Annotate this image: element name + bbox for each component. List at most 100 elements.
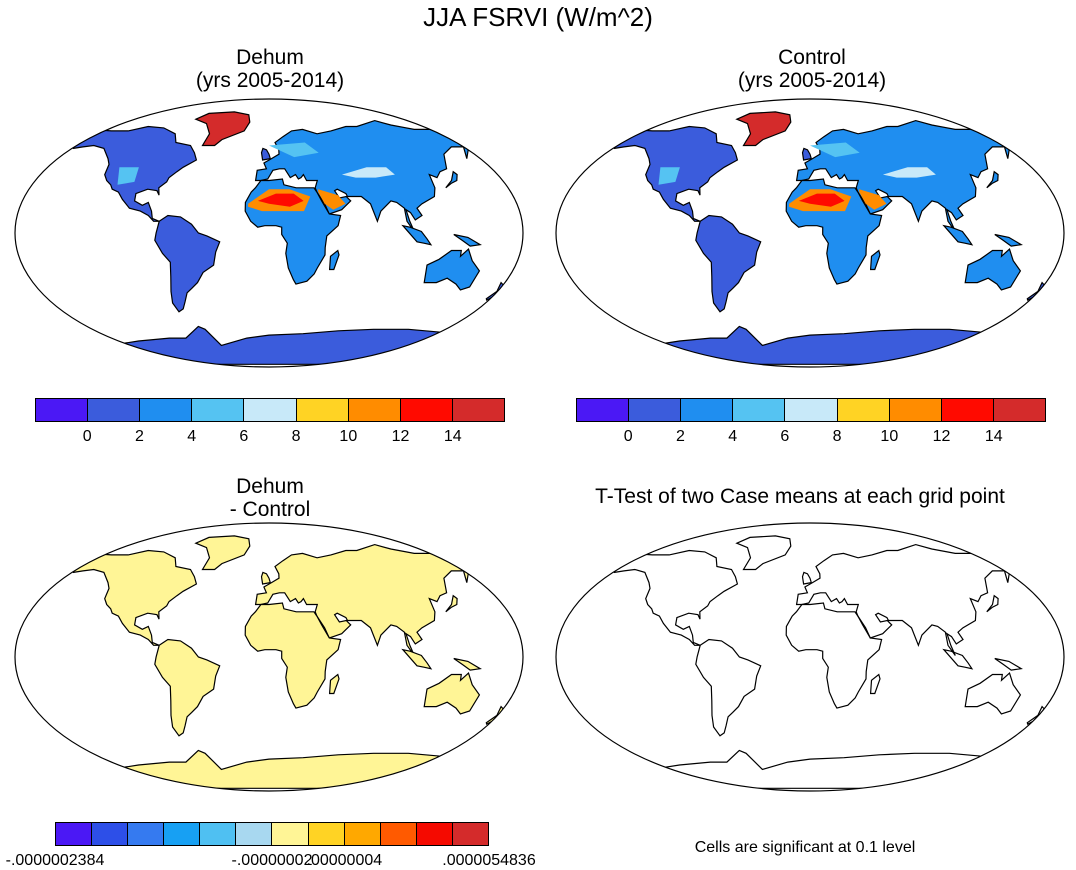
- landmass-britain: [260, 571, 272, 585]
- colorbar-swatch: [164, 823, 201, 845]
- landmass-australia: [964, 672, 1022, 715]
- colorbar-tick-label: 2: [675, 428, 685, 445]
- landmass-indonesia: [942, 224, 974, 246]
- colorbar-tick-label: 14: [984, 428, 1003, 445]
- field-overlay: [658, 142, 936, 212]
- colorbar-swatch: [308, 823, 345, 845]
- landmass-southAmerica: [695, 214, 762, 313]
- colorbar-swatch: [272, 823, 309, 845]
- landmass-indonesia: [401, 648, 433, 670]
- colorbar-swatch: [681, 399, 734, 421]
- colorbar-tick-label: 8: [291, 428, 301, 445]
- landmass-britain: [801, 147, 813, 161]
- colorbar-tick-label: 2: [134, 428, 144, 445]
- colorbar-swatch: [380, 823, 417, 845]
- map-dehum: [14, 98, 524, 368]
- colorbar-swatch: [941, 399, 994, 421]
- landmass-newGuinea: [994, 233, 1023, 247]
- colorbar-tick-label: .00000004: [306, 852, 383, 869]
- colorbar-control: [576, 398, 1046, 422]
- map-control: [555, 98, 1065, 368]
- landmass-antarctica: [615, 325, 1006, 365]
- map-border: [14, 522, 524, 792]
- landmass-britain: [260, 147, 272, 161]
- panel-title-control: Control (yrs 2005-2014): [662, 46, 962, 92]
- colorbar-tick-label: 0: [82, 428, 92, 445]
- field-anomaly-region: [318, 189, 346, 210]
- colorbar-tick-label: .0000054836: [442, 852, 536, 869]
- landmass-northAmerica: [613, 549, 739, 646]
- landmass-southAmerica: [154, 214, 221, 313]
- colorbar-tick-label: 6: [780, 428, 790, 445]
- colorbar-tick-label: 6: [239, 428, 249, 445]
- colorbar-swatch: [577, 399, 630, 421]
- colorbar-tick-label: 10: [339, 428, 358, 445]
- panel-title-difference: Dehum - Control: [120, 475, 420, 521]
- landmass-japan: [445, 594, 458, 613]
- landmass-newGuinea: [453, 657, 482, 671]
- landmass-newGuinea: [994, 657, 1023, 671]
- colorbar-swatch: [236, 823, 273, 845]
- colorbar-swatch: [200, 823, 237, 845]
- landmass-japan: [986, 170, 999, 189]
- panel-title-line1: Dehum: [236, 475, 304, 498]
- colorbar-swatch: [993, 399, 1045, 421]
- panel-title-line2: (yrs 2005-2014): [195, 69, 345, 92]
- colorbar-swatch: [88, 399, 141, 421]
- landmass-africa: [244, 602, 342, 709]
- colorbar-dehum: [35, 398, 505, 422]
- colorbar-swatch: [416, 823, 453, 845]
- colorbar-swatch: [629, 399, 682, 421]
- landmass-eurasia: [795, 543, 1022, 656]
- landmass-northAmerica: [72, 549, 198, 646]
- field-anomaly-region: [859, 189, 887, 210]
- landmass-indonesia: [942, 648, 974, 670]
- landmass-newGuinea: [453, 233, 482, 247]
- landmass-greenland: [735, 111, 792, 147]
- landmass-madagascar: [328, 673, 340, 695]
- landmass-britain: [801, 571, 813, 585]
- panel-title-line2: - Control: [229, 498, 311, 521]
- colorbar-tick-label: 0: [623, 428, 633, 445]
- map-border: [555, 522, 1065, 792]
- colorbar-swatch: [92, 823, 129, 845]
- landmass-antarctica: [615, 749, 1006, 789]
- field-anomaly-region: [658, 167, 680, 185]
- colorbar-tick-label: 14: [443, 428, 462, 445]
- colorbar-swatch: [837, 399, 890, 421]
- landmass-australia: [423, 672, 481, 715]
- landmass-greenland: [194, 535, 251, 571]
- colorbar-tick-label: 12: [932, 428, 951, 445]
- map-border: [555, 98, 1065, 368]
- field-anomaly-region: [341, 167, 395, 178]
- field-overlay: [117, 142, 395, 212]
- landmass-eurasia: [254, 543, 481, 656]
- field-anomaly-region: [798, 193, 845, 207]
- landmass-australia: [423, 248, 481, 291]
- colorbar-tick-label: 4: [728, 428, 738, 445]
- colorbar-tick-label: 12: [391, 428, 410, 445]
- colorbar-swatch: [452, 399, 504, 421]
- colorbar-swatch: [452, 823, 488, 845]
- colorbar-swatch: [244, 399, 297, 421]
- landmass-japan: [445, 170, 458, 189]
- colorbar-swatch: [140, 399, 193, 421]
- colorbar-difference: [55, 822, 489, 846]
- landmass-antarctica: [74, 749, 465, 789]
- colorbar-tick-label: -.00000002: [231, 852, 313, 869]
- colorbar-tick-label: 4: [187, 428, 197, 445]
- colorbar-swatch: [348, 399, 401, 421]
- map-border: [14, 98, 524, 368]
- colorbar-tick-label: 8: [832, 428, 842, 445]
- map-difference: [14, 522, 524, 792]
- figure-title: JJA FSRVI (W/m^2): [423, 2, 653, 32]
- colorbar-swatch: [296, 399, 349, 421]
- landmass-madagascar: [328, 249, 340, 271]
- colorbar-swatch: [56, 823, 93, 845]
- field-anomaly-region: [810, 142, 860, 158]
- landmass-madagascar: [869, 673, 881, 695]
- field-anomaly-region: [269, 142, 319, 158]
- colorbar-swatch: [400, 399, 453, 421]
- landmass-southAmerica: [154, 638, 221, 737]
- colorbar-swatch: [36, 399, 89, 421]
